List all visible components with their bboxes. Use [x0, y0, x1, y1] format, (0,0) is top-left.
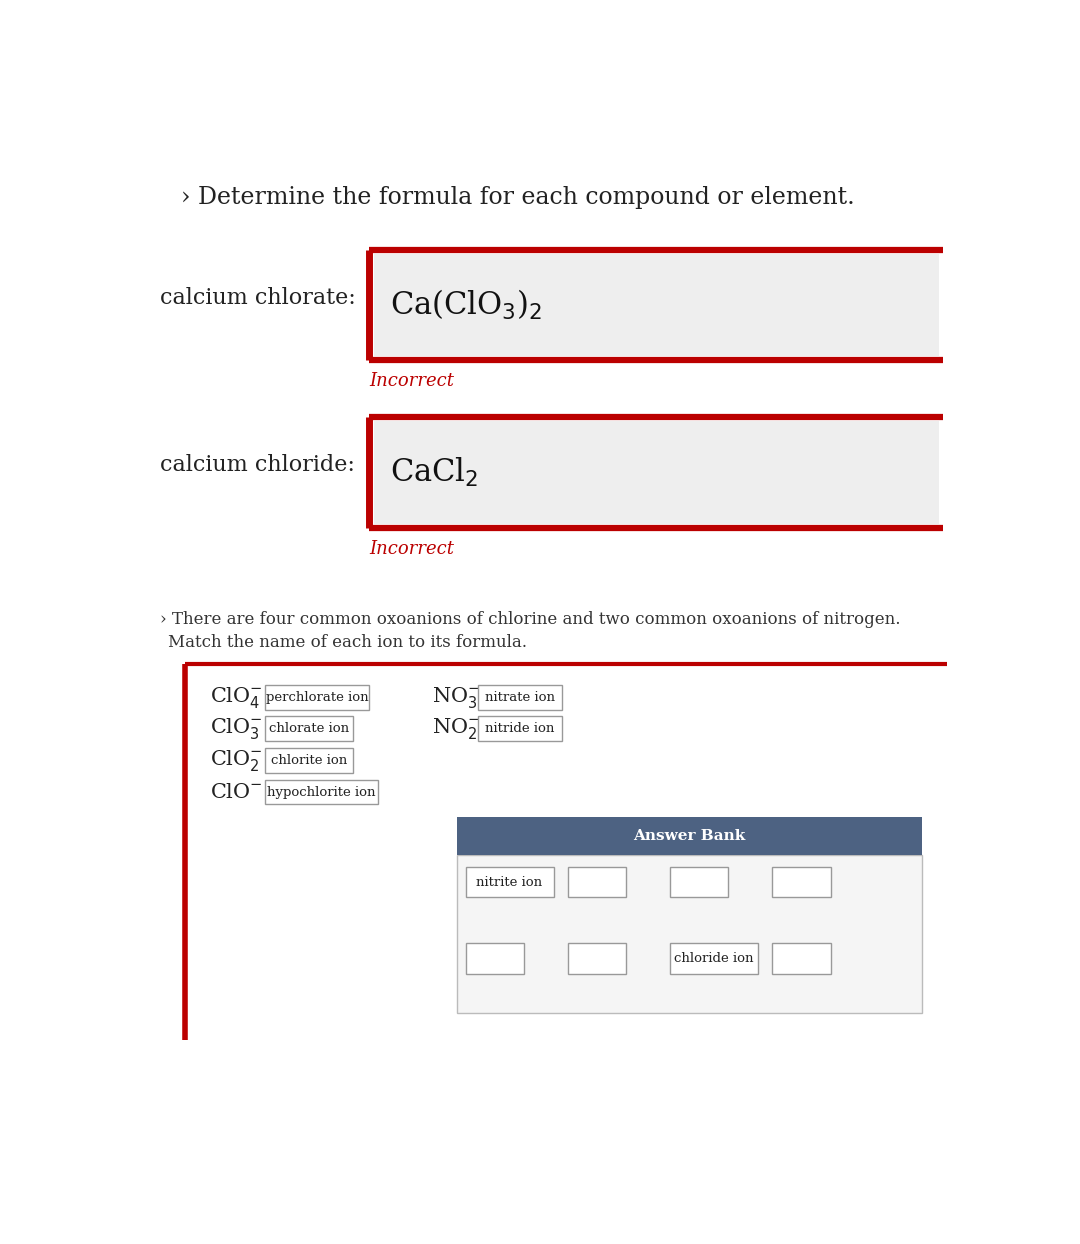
Text: Match the name of each ion to its formula.: Match the name of each ion to its formul…: [168, 634, 527, 651]
Text: chlorate ion: chlorate ion: [269, 723, 349, 735]
Bar: [772, 943, 831, 974]
Bar: [670, 943, 758, 974]
Bar: [465, 943, 524, 974]
Text: Incorrect: Incorrect: [369, 540, 455, 559]
Text: CaCl$_{2}$: CaCl$_{2}$: [390, 455, 478, 489]
Text: NO$_{2}^{-}$: NO$_{2}^{-}$: [432, 717, 481, 741]
Text: ClO$^{-}$: ClO$^{-}$: [211, 782, 264, 801]
Text: ClO$_{2}^{-}$: ClO$_{2}^{-}$: [211, 748, 264, 773]
Bar: [369, 250, 943, 360]
Bar: [374, 422, 939, 524]
Bar: [478, 717, 562, 741]
Bar: [457, 855, 922, 1014]
Text: nitride ion: nitride ion: [485, 723, 555, 735]
Text: Answer Bank: Answer Bank: [633, 829, 745, 843]
Text: perchlorate ion: perchlorate ion: [266, 690, 368, 704]
Text: Incorrect: Incorrect: [369, 372, 455, 391]
Text: › Determine the formula for each compound or element.: › Determine the formula for each compoun…: [181, 185, 854, 209]
Bar: [265, 780, 378, 805]
Bar: [670, 867, 728, 897]
Text: nitrate ion: nitrate ion: [485, 690, 555, 704]
Text: ClO$_{4}^{-}$: ClO$_{4}^{-}$: [211, 684, 264, 709]
Bar: [457, 817, 922, 855]
Bar: [568, 867, 626, 897]
Text: chloride ion: chloride ion: [674, 952, 754, 965]
Bar: [478, 684, 562, 709]
Bar: [374, 254, 939, 356]
Text: calcium chlorate:: calcium chlorate:: [160, 287, 356, 309]
Text: › There are four common oxoanions of chlorine and two common oxoanions of nitrog: › There are four common oxoanions of chl…: [160, 611, 901, 628]
Bar: [772, 867, 831, 897]
Text: NO$_{3}^{-}$: NO$_{3}^{-}$: [432, 684, 481, 709]
Bar: [568, 943, 626, 974]
Text: Ca(ClO$_{3}$)$_{2}$: Ca(ClO$_{3}$)$_{2}$: [390, 287, 542, 321]
Bar: [265, 717, 352, 741]
Bar: [265, 748, 352, 773]
Text: hypochlorite ion: hypochlorite ion: [267, 785, 376, 799]
Text: nitrite ion: nitrite ion: [476, 876, 542, 888]
Bar: [465, 867, 554, 897]
Bar: [265, 684, 369, 709]
Text: calcium chloride:: calcium chloride:: [160, 454, 355, 476]
Text: ClO$_{3}^{-}$: ClO$_{3}^{-}$: [211, 717, 264, 741]
Bar: [369, 418, 943, 527]
Text: chlorite ion: chlorite ion: [271, 754, 347, 766]
